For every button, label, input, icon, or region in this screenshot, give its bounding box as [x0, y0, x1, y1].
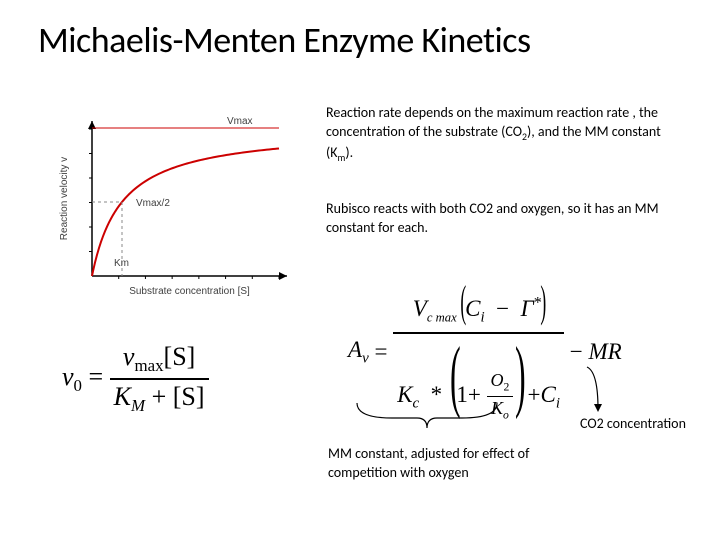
paragraph-rubisco: Rubisco reacts with both CO2 and oxygen,… [326, 200, 666, 238]
eq2-lhs: Av [348, 337, 369, 368]
eq1-lhs: v0 [62, 362, 82, 391]
mm-curve-chart: Vmax Vmax/2 Km Reaction velocity v Substrate… [52, 106, 302, 311]
svg-text:Vmax: Vmax [227, 116, 253, 127]
paragraph-rate-depends: Reaction rate depends on the maximum rea… [326, 104, 666, 165]
annotation-co2-concentration: CO2 concentration [580, 415, 700, 434]
svg-text:Km: Km [114, 258, 129, 269]
arrow-annotation-right [584, 364, 606, 414]
equation-mm-basic: v0 = vmax[S] KM + [S] [62, 342, 262, 416]
annotation-mm-constant-adjusted: MM constant, adjusted for effect of comp… [328, 445, 538, 483]
brace-annotation-left [352, 398, 502, 438]
svg-text:Substrate concentration [S]: Substrate concentration [S] [129, 286, 250, 297]
page-title: Michaelis-Menten Enzyme Kinetics [38, 18, 531, 62]
svg-text:Reaction velocity v: Reaction velocity v [59, 157, 70, 240]
svg-text:Vmax/2: Vmax/2 [136, 198, 170, 209]
